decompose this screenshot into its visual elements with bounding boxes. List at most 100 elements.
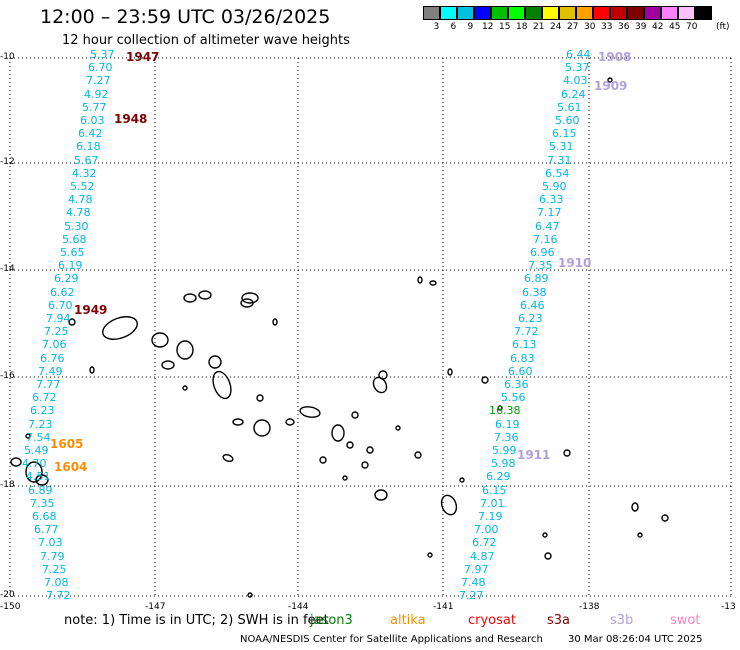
wave-height-value: 4.32: [72, 166, 97, 180]
wave-height-value: 4.87: [470, 549, 495, 563]
wave-height-value: 5.37: [90, 48, 115, 61]
wave-height-value: 6.47: [535, 219, 560, 233]
island-outline: [253, 419, 271, 437]
island-outline: [161, 360, 175, 370]
latitude-label: -12: [0, 157, 15, 167]
island-outline: [68, 318, 76, 326]
wave-height-value: 7.79: [40, 549, 65, 563]
color-swatch: [508, 6, 525, 20]
wave-height-value: 5.90: [542, 180, 567, 193]
wave-height-value: 7.08: [44, 576, 69, 589]
latitude-label: -18: [0, 480, 15, 490]
color-scale-unit: (ft): [716, 22, 730, 32]
color-scale-tick: 70: [686, 22, 698, 32]
color-swatch: [644, 6, 661, 20]
longitude-label: -150: [0, 602, 21, 612]
island-outline: [497, 405, 503, 411]
island-outline: [459, 477, 465, 483]
wave-height-value: 5.67: [74, 153, 99, 167]
latitude-label: -14: [0, 264, 15, 274]
color-swatch: [423, 6, 440, 20]
color-swatch: [474, 6, 491, 20]
pass-id-label: 1947: [126, 50, 160, 64]
island-outline: [89, 366, 95, 374]
wave-height-value: 6.29: [54, 272, 79, 286]
page-subtitle: 12 hour collection of altimeter wave hei…: [62, 33, 350, 48]
island-outline: [176, 340, 194, 360]
wave-height-value: 7.54: [26, 430, 51, 444]
wave-height-value: 6.23: [518, 312, 543, 325]
pass-id-label: 1911: [517, 448, 551, 462]
island-outline: [272, 318, 278, 326]
footer-note: note: 1) Time is in UTC; 2) SWH is in fe…: [64, 613, 329, 628]
wave-height-value: 5.31: [549, 140, 574, 154]
island-outline: [102, 316, 138, 340]
island-outline: [481, 376, 489, 384]
wave-height-value: 6.60: [508, 364, 533, 378]
wave-height-value: 6.72: [32, 391, 57, 405]
island-outline: [372, 376, 388, 394]
pass-id-label: 1948: [114, 112, 148, 126]
island-outline: [563, 449, 571, 457]
wave-height-value: 6.89: [28, 483, 53, 497]
wave-height-value: 6.68: [32, 510, 57, 523]
wave-height-value: 7.16: [533, 232, 558, 246]
wave-height-value: 7.49: [38, 364, 63, 378]
island-outline: [212, 370, 232, 400]
pass-id-label: 1605: [50, 437, 84, 451]
wave-height-value: 5.98: [491, 457, 516, 471]
wave-height-value: 6.18: [76, 140, 101, 154]
wave-height-value: 7.48: [461, 576, 486, 589]
island-outline: [182, 385, 188, 391]
color-swatch: [542, 6, 559, 20]
island-outline: [241, 292, 259, 304]
wave-height-value: 5.60: [555, 114, 580, 127]
color-scale-tick: 45: [669, 22, 681, 32]
wave-height-value: 7.01: [480, 496, 505, 510]
island-outline: [447, 368, 453, 376]
wave-height-value: 7.77: [36, 378, 61, 391]
color-scale-tick: 39: [635, 22, 647, 32]
island-outline: [429, 280, 437, 286]
wave-height-value: 7.25: [44, 325, 69, 339]
legend-item-cryosat: cryosat: [468, 613, 516, 628]
wave-height-value: 6.42: [78, 127, 103, 141]
color-scale-tick: 33: [601, 22, 613, 32]
color-swatch: [525, 6, 542, 20]
wave-height-value: 7.25: [42, 562, 67, 576]
color-scale-tick: 24: [550, 22, 562, 32]
wave-height-value: 6.89: [524, 272, 549, 286]
wave-height-value: 7.19: [478, 510, 503, 523]
island-outline: [331, 424, 345, 442]
longitude-label: -138: [579, 602, 600, 612]
wave-height-value: 4.51: [26, 470, 51, 484]
wave-height-value: 6.76: [40, 351, 65, 365]
island-outline: [35, 474, 49, 486]
island-outline: [342, 475, 348, 481]
latitude-label: -10: [0, 52, 15, 62]
pass-id-label: 1604: [54, 460, 88, 474]
wave-height-value: 4.78: [66, 206, 91, 220]
wave-height-value: 6.03: [80, 114, 105, 127]
color-scale-tick: 18: [516, 22, 528, 32]
island-outline: [198, 290, 212, 300]
island-outline: [25, 461, 43, 483]
color-swatch: [576, 6, 593, 20]
wave-height-value: 7.35: [528, 259, 553, 273]
wave-height-value: 6.83: [510, 351, 535, 365]
island-outline: [607, 77, 613, 83]
wave-height-value: 6.13: [512, 338, 537, 352]
color-scale-tick: 3: [433, 22, 440, 32]
longitude-label: -141: [433, 602, 454, 612]
island-outline: [637, 532, 643, 538]
color-swatch: [593, 6, 610, 20]
island-outline: [208, 355, 222, 369]
island-outline: [417, 276, 423, 284]
color-swatch: [695, 6, 712, 20]
island-outline: [10, 457, 22, 467]
wave-height-value: 6.15: [482, 483, 507, 497]
wave-height-value: 5.68: [62, 232, 87, 246]
wave-height-value: 4.92: [84, 87, 109, 101]
wave-height-value: 4.70: [22, 457, 47, 471]
